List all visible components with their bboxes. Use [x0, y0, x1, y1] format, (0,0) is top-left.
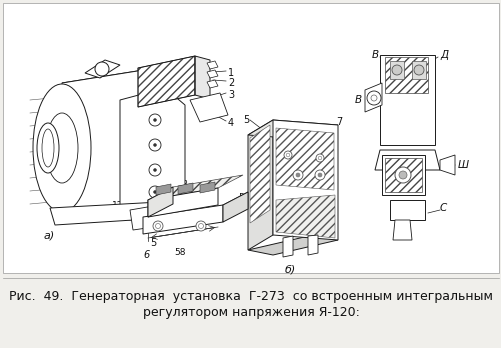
- Polygon shape: [276, 195, 334, 238]
- Circle shape: [284, 151, 292, 159]
- Text: Я 28 В: Я 28 В: [163, 180, 187, 189]
- Polygon shape: [247, 235, 337, 255]
- Text: В: В: [371, 50, 378, 60]
- Polygon shape: [148, 187, 173, 217]
- Polygon shape: [156, 184, 171, 195]
- Text: 1: 1: [227, 68, 233, 78]
- Circle shape: [195, 221, 205, 231]
- Polygon shape: [222, 192, 247, 222]
- Polygon shape: [206, 80, 217, 88]
- Text: 2: 2: [227, 78, 234, 88]
- Polygon shape: [276, 128, 333, 190]
- Polygon shape: [178, 183, 192, 194]
- Ellipse shape: [46, 113, 78, 183]
- Polygon shape: [374, 150, 439, 170]
- Polygon shape: [143, 205, 222, 234]
- Text: Рис.  49.  Генераторная  установка  Г-273  со встроенным интегральным: Рис. 49. Генераторная установка Г-273 со…: [9, 290, 492, 303]
- Polygon shape: [389, 61, 403, 79]
- Text: 58: 58: [174, 248, 185, 257]
- Circle shape: [391, 65, 401, 75]
- Polygon shape: [379, 55, 434, 145]
- Text: б): б): [284, 265, 295, 275]
- Circle shape: [296, 173, 300, 177]
- Polygon shape: [364, 83, 381, 112]
- Circle shape: [155, 223, 160, 229]
- Circle shape: [394, 167, 410, 183]
- Circle shape: [95, 62, 109, 76]
- Circle shape: [198, 223, 203, 229]
- Ellipse shape: [42, 129, 54, 167]
- Polygon shape: [247, 120, 273, 250]
- Polygon shape: [199, 182, 214, 193]
- Circle shape: [153, 119, 156, 121]
- Polygon shape: [392, 220, 411, 240]
- Polygon shape: [411, 61, 425, 79]
- Text: В: В: [354, 95, 361, 105]
- Polygon shape: [273, 120, 337, 240]
- Circle shape: [398, 171, 406, 179]
- Circle shape: [366, 91, 380, 105]
- Text: 12: 12: [111, 200, 123, 209]
- Circle shape: [149, 164, 161, 176]
- Polygon shape: [120, 88, 185, 210]
- Polygon shape: [62, 65, 175, 83]
- Text: 5: 5: [150, 238, 156, 248]
- Polygon shape: [384, 158, 421, 192]
- Text: 58: 58: [237, 193, 249, 203]
- Circle shape: [149, 139, 161, 151]
- Ellipse shape: [37, 123, 59, 173]
- Circle shape: [318, 156, 321, 160]
- Circle shape: [293, 170, 303, 180]
- Text: 5: 5: [242, 115, 249, 125]
- Circle shape: [153, 221, 163, 231]
- Polygon shape: [62, 65, 175, 220]
- Circle shape: [149, 186, 161, 198]
- Ellipse shape: [33, 84, 91, 212]
- Text: регулятором напряжения Я-120:: регулятором напряжения Я-120:: [142, 306, 359, 319]
- Circle shape: [317, 173, 321, 177]
- Text: Ш: Ш: [457, 160, 468, 170]
- Text: 4: 4: [227, 118, 233, 128]
- Circle shape: [286, 153, 289, 157]
- Polygon shape: [439, 155, 454, 175]
- Circle shape: [153, 168, 156, 172]
- Circle shape: [315, 154, 323, 162]
- Polygon shape: [283, 236, 293, 257]
- Text: 3: 3: [227, 90, 233, 100]
- Text: а): а): [44, 230, 55, 240]
- Circle shape: [314, 170, 324, 180]
- Polygon shape: [189, 93, 227, 122]
- Circle shape: [413, 65, 423, 75]
- Polygon shape: [148, 188, 217, 217]
- Polygon shape: [384, 57, 427, 93]
- Circle shape: [149, 114, 161, 126]
- Text: 7: 7: [335, 117, 342, 127]
- Polygon shape: [50, 202, 165, 225]
- Polygon shape: [381, 155, 424, 195]
- Text: Д: Д: [439, 50, 447, 60]
- Polygon shape: [206, 70, 217, 78]
- Text: 6: 6: [143, 250, 149, 260]
- Polygon shape: [148, 175, 242, 200]
- Circle shape: [153, 190, 156, 193]
- Text: С: С: [439, 203, 446, 213]
- Polygon shape: [389, 200, 424, 220]
- Polygon shape: [206, 61, 217, 69]
- Polygon shape: [249, 125, 270, 223]
- Circle shape: [153, 143, 156, 147]
- Polygon shape: [194, 56, 209, 99]
- Polygon shape: [247, 120, 337, 140]
- Polygon shape: [138, 56, 194, 107]
- Bar: [3, 3, 498, 273]
- Polygon shape: [85, 60, 120, 78]
- Polygon shape: [308, 235, 317, 255]
- Circle shape: [370, 95, 376, 101]
- Polygon shape: [130, 204, 168, 230]
